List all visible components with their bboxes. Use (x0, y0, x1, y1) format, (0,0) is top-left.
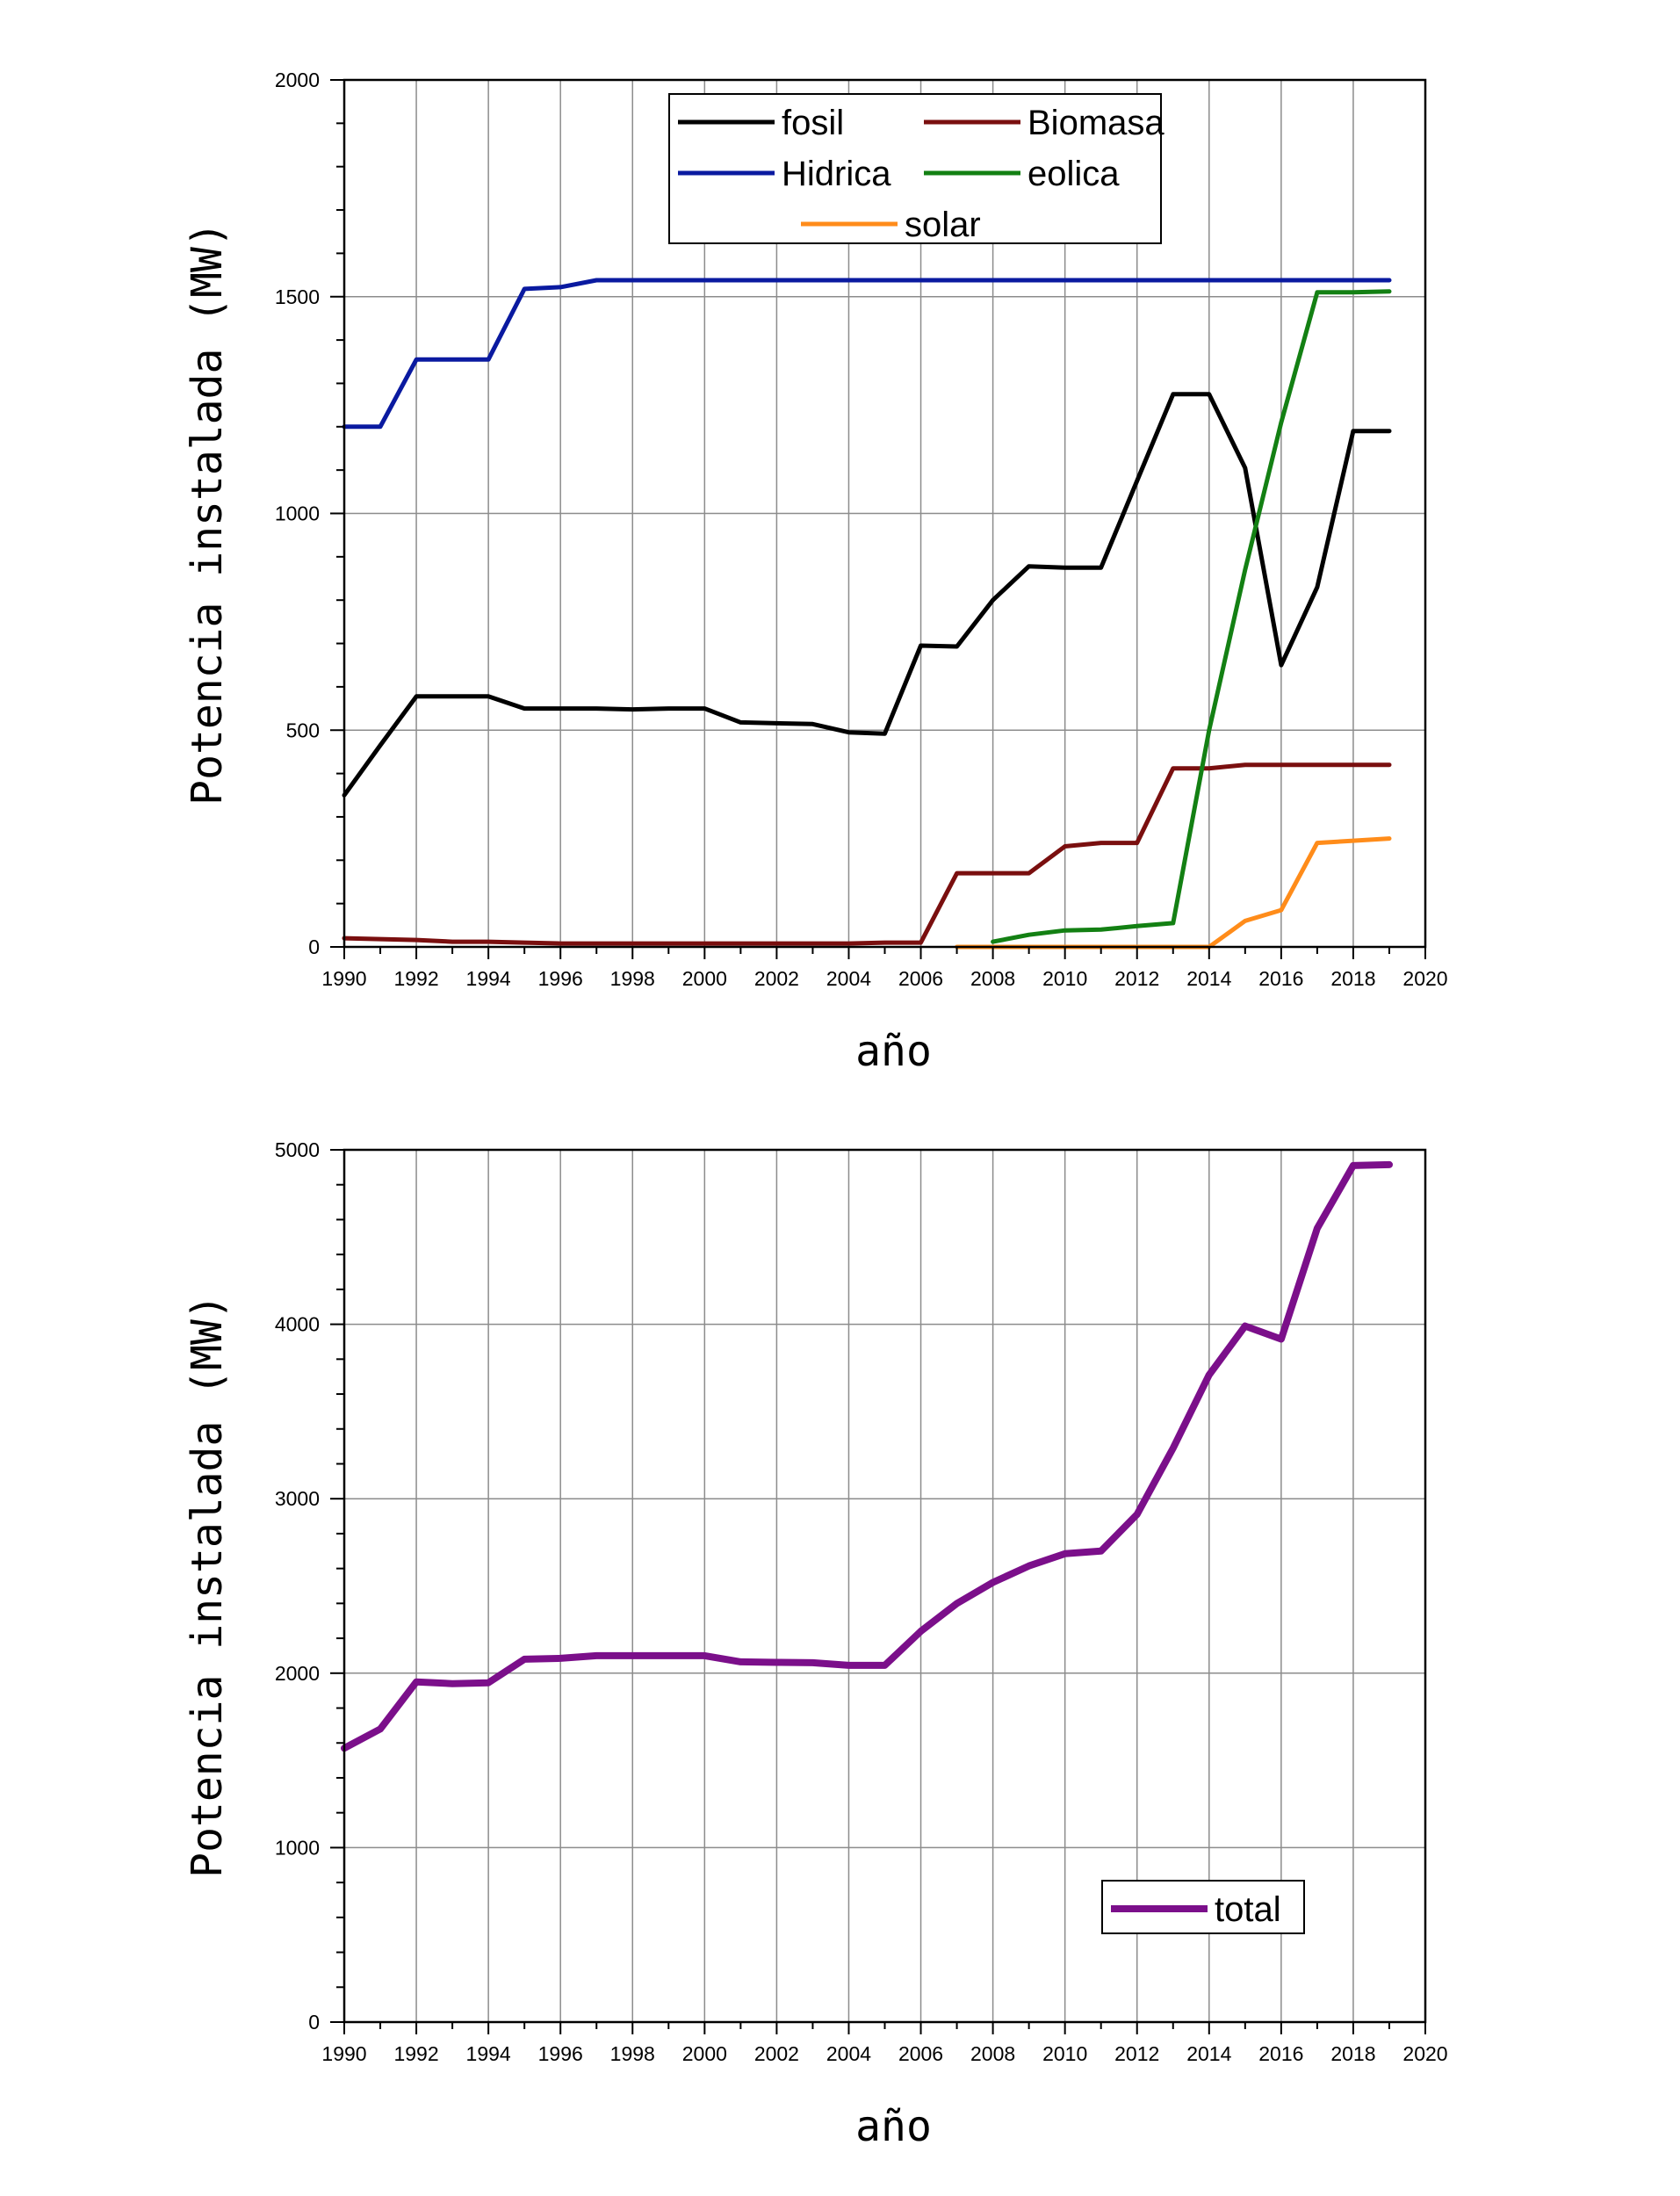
x-tick-label: 1998 (610, 967, 655, 990)
y-tick-label: 5000 (275, 1138, 320, 1161)
y-tick-label: 1000 (275, 1836, 320, 1859)
x-tick-label: 2010 (1042, 2042, 1087, 2065)
x-tick-label: 2004 (826, 967, 871, 990)
x-axis-title: año (855, 2102, 932, 2151)
x-tick-label: 2006 (898, 967, 943, 990)
x-tick-label: 2002 (754, 2042, 799, 2065)
legend-label-biomasa: Biomasa (1027, 104, 1164, 142)
x-tick-label: 2020 (1402, 967, 1447, 990)
legend-box (668, 93, 1162, 244)
y-tick-label: 4000 (275, 1313, 320, 1336)
series-line-eolica (991, 289, 1392, 944)
y-tick-label: 1500 (275, 285, 320, 308)
x-tick-label: 2002 (754, 967, 799, 990)
x-tick-label: 2008 (970, 2042, 1015, 2065)
x-tick-label: 1994 (466, 967, 511, 990)
legend-label-solar: solar (905, 206, 981, 244)
series-line-biomasa (342, 762, 1392, 946)
legend: fosil Biomasa Hidrica eolica solar (668, 93, 1164, 244)
x-tick-label: 1996 (538, 967, 583, 990)
x-tick-label: 2000 (682, 2042, 727, 2065)
x-tick-label: 1992 (393, 967, 438, 990)
x-tick-label: 2014 (1186, 967, 1231, 990)
x-axis-title: año (855, 1027, 932, 1076)
x-tick-label: 2016 (1258, 2042, 1303, 2065)
x-tick-label: 2018 (1330, 2042, 1375, 2065)
x-tick-label: 2004 (826, 2042, 871, 2065)
x-tick-label: 2018 (1330, 967, 1375, 990)
y-tick-label: 2000 (275, 1662, 320, 1685)
y-axis-title: Potencia instalada (MW) (183, 221, 232, 805)
x-tick-label: 2012 (1114, 967, 1159, 990)
y-tick-label: 2000 (275, 69, 320, 91)
x-tick-label: 2016 (1258, 967, 1303, 990)
chart-panel-1: 1990 1992 1994 1996 1998 2000 2002 2004 2006 2008… (183, 69, 1448, 1076)
y-tick-label: 500 (286, 719, 320, 741)
y-tick-label: 3000 (275, 1487, 320, 1510)
series-line-hidrica (342, 278, 1392, 430)
x-tick-label: 2006 (898, 2042, 943, 2065)
y-tick-label: 1000 (275, 502, 320, 525)
y-tick-label: 0 (308, 935, 320, 958)
x-tick-label: 2014 (1186, 2042, 1231, 2065)
y-tick-label: 0 (308, 2011, 320, 2033)
x-tick-label: 1992 (393, 2042, 438, 2065)
series-line-total (341, 1160, 1393, 1752)
x-tick-label: 2008 (970, 967, 1015, 990)
legend-label-fosil: fosil (782, 104, 844, 142)
x-tick-label: 1990 (321, 2042, 366, 2065)
series-line-fosil (342, 392, 1392, 798)
x-tick-label: 1990 (321, 967, 366, 990)
x-tick-label: 1998 (610, 2042, 655, 2065)
x-tick-label: 2010 (1042, 967, 1087, 990)
x-tick-label: 1996 (538, 2042, 583, 2065)
chart-panel-2: 1990 1992 1994 1996 1998 2000 2002 2004 2006 2008… (183, 1138, 1448, 2151)
x-tick-label: 2012 (1114, 2042, 1159, 2065)
legend-label-hidrica: Hidrica (782, 155, 891, 193)
legend: total (1101, 1880, 1305, 1934)
x-tick-label: 2000 (682, 967, 727, 990)
legend-label-eolica: eolica (1027, 155, 1120, 193)
legend-label-total: total (1215, 1890, 1281, 1929)
x-tick-label: 1994 (466, 2042, 511, 2065)
y-axis-title: Potencia instalada (MW) (183, 1294, 232, 1878)
series-line-solar (955, 836, 1392, 950)
x-tick-label: 2020 (1402, 2042, 1447, 2065)
